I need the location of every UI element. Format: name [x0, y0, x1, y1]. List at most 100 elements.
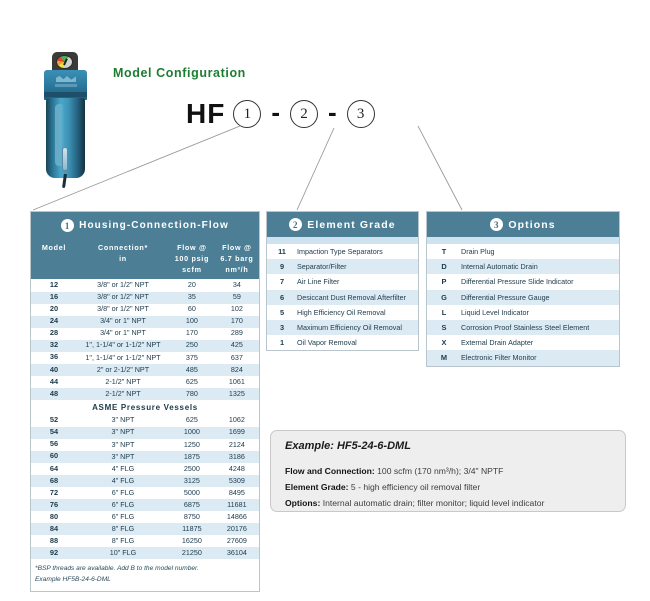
- cell-connection: 3/8" or 1/2" NPT: [97, 304, 149, 314]
- list-item: 5 High Efficiency Oil Removal: [267, 305, 418, 320]
- example-title: Example: HF5-24-6-DML: [285, 440, 411, 452]
- formula-token-2: 2: [290, 100, 318, 128]
- table-section-header: ASME Pressure Vessels: [31, 400, 259, 415]
- table-row: 54 3" NPT 1000 1699: [31, 426, 259, 439]
- cell-model: 48: [31, 388, 77, 401]
- table-row: 16 3/8" or 1/2" NPT 35 59: [31, 291, 259, 304]
- table-row: 68 4" FLG 3125 5309: [31, 475, 259, 488]
- cell-connection: 3" NPT: [111, 415, 135, 425]
- cell-flow-scfm: 780: [169, 388, 215, 401]
- housing-table: Model Connection* in Flow @ 100 psig scf…: [31, 239, 259, 560]
- cell-connection: 3/4" or 1" NPT: [100, 328, 146, 338]
- table-row: 72 6" FLG 5000 8495: [31, 487, 259, 499]
- table-row: 84 8" FLG 11875 20176: [31, 523, 259, 536]
- cell-flow-nm3h: 3186: [214, 450, 259, 463]
- cell-flow-scfm: 11875: [169, 523, 215, 536]
- drain-tube-icon: [62, 173, 67, 189]
- example-line-label: Options:: [285, 497, 321, 508]
- cell-connection: 3/4" or 1" NPT: [77, 315, 169, 328]
- list-item: P Differential Pressure Slide Indicator: [427, 274, 619, 289]
- example-line-label: Flow and Connection:: [285, 466, 375, 476]
- col-header-model: Model: [31, 239, 77, 280]
- table-row: 64 4" FLG 2500 4248: [31, 463, 259, 475]
- table-row: 52 3" NPT 625 1062: [31, 415, 259, 427]
- cell-flow-scfm: 8750: [183, 511, 200, 521]
- table-row: 28 3/4" or 1" NPT 170 289: [31, 328, 259, 340]
- cell-flow-scfm: 1875: [169, 450, 215, 463]
- panel-element-badge: 2: [289, 218, 303, 231]
- list-item: X External Drain Adapter: [427, 335, 619, 350]
- cell-flow-nm3h: 170: [214, 315, 259, 328]
- table-row: 92 10" FLG 21250 36104: [31, 547, 259, 560]
- cell-connection: 3" NPT: [77, 426, 169, 439]
- col-header-flow-scfm: Flow @ 100 psig scfm: [169, 239, 215, 280]
- list-item: 7 Air Line Filter: [267, 274, 418, 289]
- element-grade-label: Desiccant Dust Removal Afterfilter: [297, 289, 418, 305]
- example-line: Flow and Connection: 100 scfm (170 nm³/h…: [285, 464, 611, 480]
- list-item: 6 Desiccant Dust Removal Afterfilter: [267, 289, 418, 305]
- housing-footnote: *BSP threads are available. Add B to the…: [31, 559, 259, 591]
- cell-connection: 10" FLG: [77, 547, 169, 560]
- sight-glass-icon: [62, 147, 68, 171]
- option-label: External Drain Adapter: [461, 338, 534, 348]
- panel-element-grade: 2 Element Grade 11 Impaction Type Separat…: [266, 211, 419, 352]
- example-line: Options: Internal automatic drain; filte…: [285, 496, 611, 512]
- cell-model: 32: [31, 339, 77, 352]
- element-grade-code: 6: [267, 289, 297, 305]
- element-grade-label: Air Line Filter: [297, 277, 340, 287]
- panel-housing-badge: 1: [61, 219, 75, 232]
- element-grade-label: Oil Vapor Removal: [297, 338, 357, 348]
- table-row: 40 2" or 2-1/2" NPT 485 824: [31, 363, 259, 376]
- table-row: 36 1", 1-1/4" or 1-1/2" NPT 375 637: [31, 352, 259, 364]
- list-item: T Drain Plug: [427, 244, 619, 259]
- col-header-flow-nm3h: Flow @ 6.7 barg nm³/h: [214, 239, 259, 280]
- cell-connection: 3/8" or 1/2" NPT: [97, 280, 149, 290]
- cell-connection: 2-1/2" NPT: [105, 376, 141, 386]
- cell-flow-nm3h: 824: [214, 363, 259, 376]
- filter-head-band: [44, 92, 87, 97]
- table-row: 48 2-1/2" NPT 780 1325: [31, 388, 259, 401]
- cell-model: 68: [31, 475, 77, 488]
- cell-flow-scfm: 35: [169, 291, 215, 304]
- cell-model: 92: [31, 547, 77, 560]
- table-row: 12 3/8" or 1/2" NPT 20 34: [31, 279, 259, 291]
- option-label: Internal Automatic Drain: [461, 259, 619, 275]
- cell-flow-nm3h: 14866: [226, 511, 247, 521]
- cell-flow-scfm: 250: [169, 339, 215, 352]
- element-grade-table: 11 Impaction Type Separators 9 Separator/Fi…: [267, 244, 418, 350]
- cell-connection: 8" FLG: [77, 523, 169, 536]
- cell-flow-scfm: 375: [185, 352, 198, 362]
- cell-model: 16: [31, 291, 77, 304]
- formula-token-3: 3: [346, 100, 375, 128]
- panel-housing-header: 1 Housing-Connection-Flow: [31, 212, 259, 239]
- cell-flow-nm3h: 36104: [214, 547, 259, 560]
- cell-flow-scfm: 625: [185, 415, 198, 425]
- element-grade-code: 11: [278, 247, 286, 257]
- cell-connection: 3" NPT: [111, 439, 135, 449]
- cell-connection: 3" NPT: [77, 450, 169, 463]
- cell-flow-scfm: 2500: [183, 463, 200, 473]
- model-configuration-formula: HF 1 - 2 - 3: [186, 98, 375, 130]
- housing-table-header-row: Model Connection* in Flow @ 100 psig scf…: [31, 239, 259, 280]
- element-grade-code: 5: [279, 307, 285, 317]
- cell-flow-scfm: 16250: [181, 536, 202, 546]
- cell-connection: 1", 1-1/4" or 1-1/2" NPT: [85, 352, 161, 362]
- option-code: L: [441, 307, 447, 317]
- cell-connection: 4" FLG: [111, 463, 135, 473]
- element-grade-label: High Efficiency Oil Removal: [297, 307, 386, 317]
- cell-flow-scfm: 100: [169, 315, 215, 328]
- table-row: 88 8" FLG 16250 27609: [31, 535, 259, 547]
- cell-flow-nm3h: 5309: [214, 475, 259, 488]
- table-row: 76 6" FLG 6875 11681: [31, 499, 259, 512]
- cell-flow-nm3h: 27609: [226, 536, 247, 546]
- option-code: D: [427, 259, 461, 275]
- cell-flow-nm3h: 1699: [214, 426, 259, 439]
- table-row: 80 6" FLG 8750 14866: [31, 511, 259, 523]
- list-item: D Internal Automatic Drain: [427, 259, 619, 275]
- cell-model: 84: [31, 523, 77, 536]
- cell-flow-scfm: 170: [185, 328, 198, 338]
- formula-prefix: HF: [186, 98, 226, 129]
- cell-connection: 2" or 2-1/2" NPT: [77, 363, 169, 376]
- cell-model: 28: [49, 328, 59, 338]
- option-label: Drain Plug: [461, 247, 495, 257]
